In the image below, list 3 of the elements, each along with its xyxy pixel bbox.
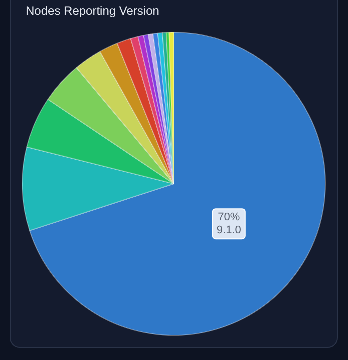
chart-title: Nodes Reporting Version (26, 4, 160, 18)
slice-label: 9.1.0 (216, 224, 242, 237)
data-label: 70% (218, 212, 240, 224)
